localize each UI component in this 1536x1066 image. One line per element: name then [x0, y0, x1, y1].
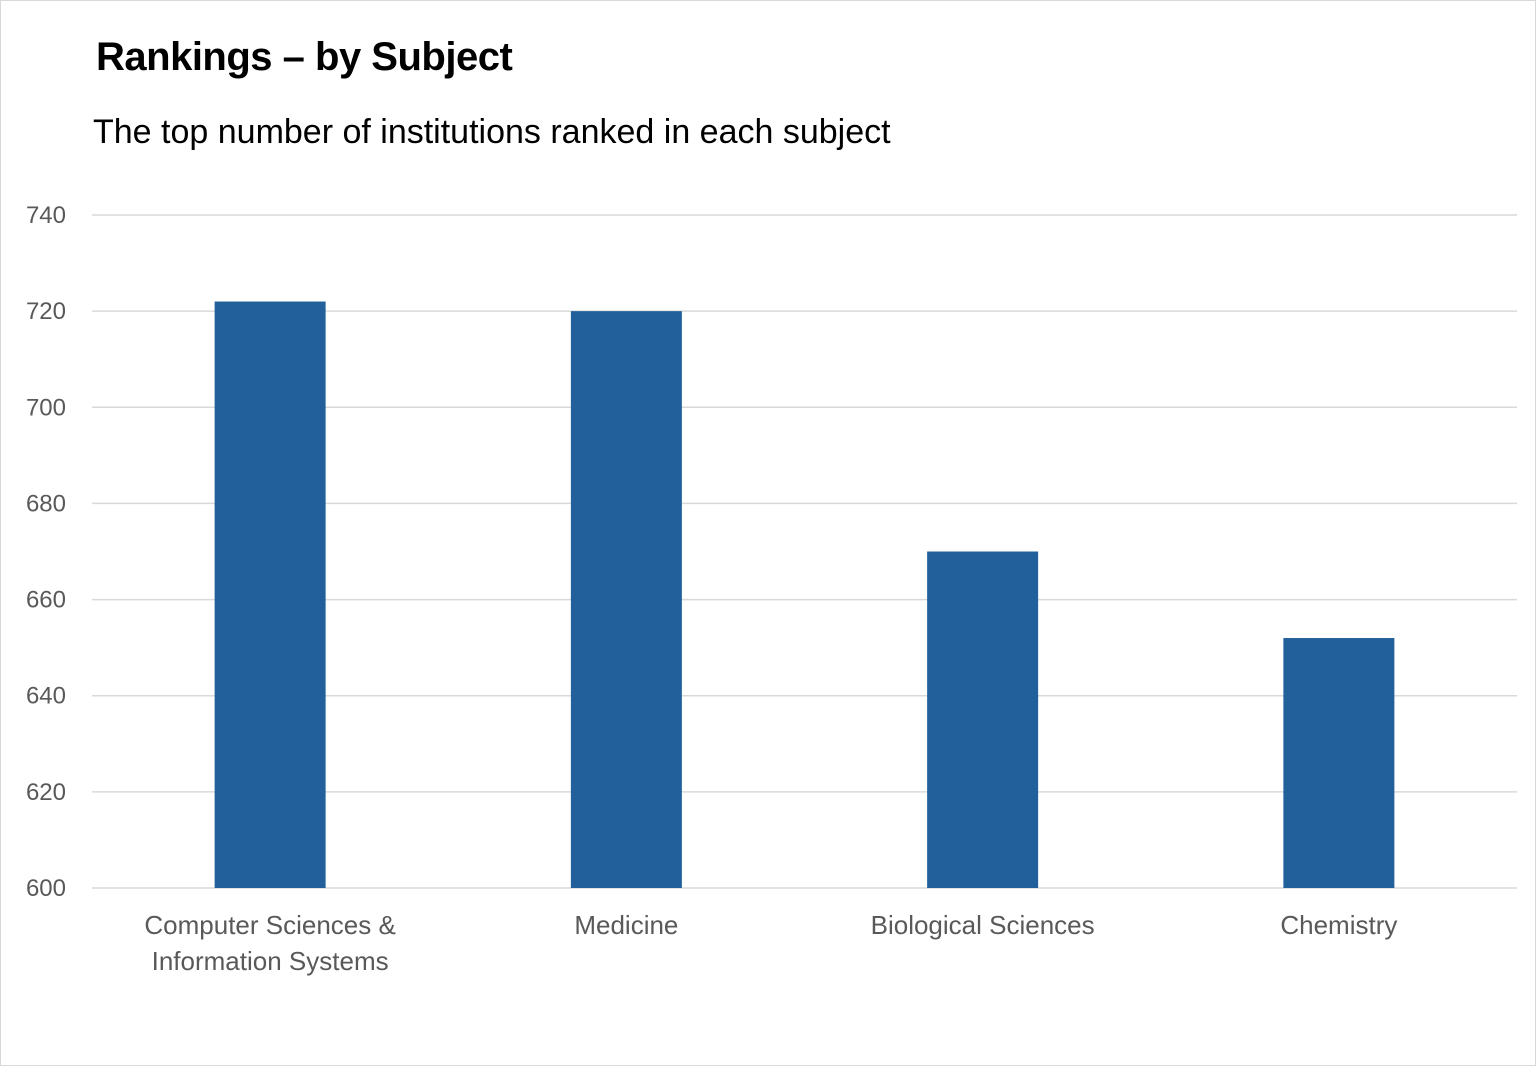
y-tick-label: 620 [26, 779, 66, 806]
y-tick-label: 600 [26, 875, 66, 902]
x-axis-labels: Computer Sciences & Information Systems Me… [144, 910, 1397, 976]
y-tick-label: 740 [26, 202, 66, 229]
y-axis-ticks: 600 620 640 660 680 700 720 740 [26, 202, 66, 902]
bar [570, 311, 682, 889]
bars [214, 301, 1395, 889]
chart-title: Rankings – by Subject [96, 35, 513, 79]
x-category-label: Computer Sciences & [144, 910, 395, 940]
x-category-label: Chemistry [1280, 910, 1397, 940]
chart-subtitle: The top number of institutions ranked in… [93, 113, 891, 151]
x-category-label: Medicine [574, 910, 678, 940]
bar [1283, 638, 1395, 888]
bar [927, 551, 1039, 888]
gridlines [92, 214, 1517, 889]
y-tick-label: 720 [26, 298, 66, 325]
y-tick-label: 660 [26, 587, 66, 614]
bar [214, 301, 326, 888]
y-tick-label: 700 [26, 394, 66, 421]
x-category-label: Information Systems [152, 946, 389, 976]
y-tick-label: 640 [26, 683, 66, 710]
x-category-label: Biological Sciences [871, 910, 1095, 940]
y-tick-label: 680 [26, 490, 66, 517]
